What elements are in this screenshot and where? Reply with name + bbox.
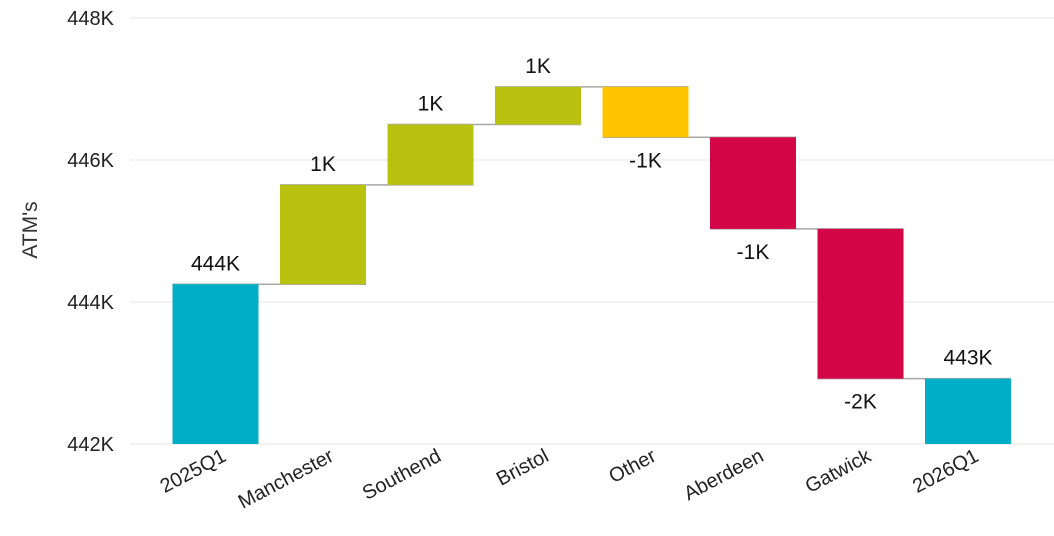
bar-manchester (280, 184, 366, 285)
x-tick-label: Bristol (493, 445, 552, 491)
y-tick-label: 442K (67, 434, 114, 456)
grid-lines (130, 17, 1054, 445)
x-tick-label: Other (605, 445, 660, 488)
bar-aberdeen (710, 137, 796, 229)
y-tick-label: 448K (67, 8, 114, 30)
data-label: 443K (943, 347, 992, 370)
bar-2026q1 (925, 378, 1011, 444)
y-tick-label: 444K (67, 292, 114, 314)
y-tick-label: 446K (67, 150, 114, 172)
data-label: 1K (418, 93, 444, 116)
x-tick-label: Aberdeen (680, 445, 767, 505)
bar-bristol (495, 86, 581, 125)
x-tick-label: Southend (359, 445, 445, 505)
x-tick-label: 2026Q1 (909, 445, 982, 498)
bar-other (602, 86, 689, 138)
data-label: 1K (310, 153, 336, 176)
data-labels: 444K 1K 1K 1K -1K -1K -2K 443K (191, 55, 993, 414)
bar-southend (387, 124, 474, 185)
bar-2025q1 (172, 284, 259, 444)
y-axis-tick-labels: 442K 444K 446K 448K (67, 8, 114, 456)
y-axis-title: ATM's (19, 201, 42, 258)
bar-gatwick (817, 228, 904, 379)
data-label: 1K (525, 55, 551, 78)
x-tick-label: Gatwick (802, 445, 876, 498)
data-label: 444K (191, 252, 240, 275)
bars (172, 86, 1011, 444)
data-label: -2K (844, 391, 877, 414)
x-tick-label: Manchester (235, 445, 338, 514)
data-label: -1K (737, 241, 770, 264)
x-tick-label: 2025Q1 (157, 445, 230, 498)
x-axis-tick-labels: 2025Q1 Manchester Southend Bristol Other Aber… (157, 445, 983, 514)
data-label: -1K (629, 149, 662, 172)
